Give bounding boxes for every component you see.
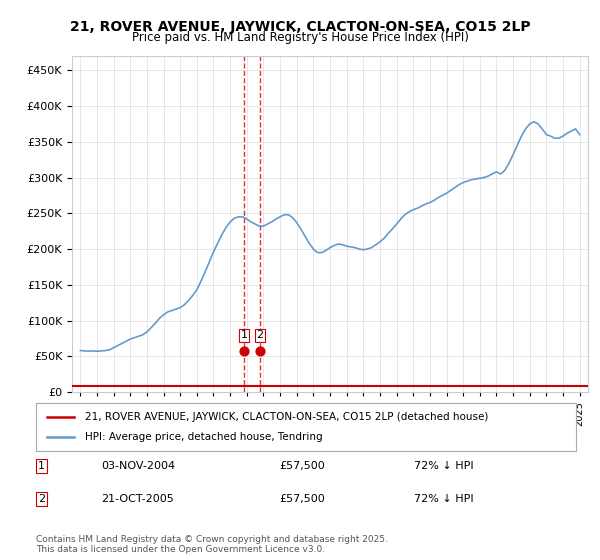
Text: 1: 1 <box>241 330 247 340</box>
Point <box>255 347 265 356</box>
Text: 1: 1 <box>38 461 45 471</box>
Text: HPI: Average price, detached house, Tendring: HPI: Average price, detached house, Tend… <box>85 432 322 442</box>
Text: 21, ROVER AVENUE, JAYWICK, CLACTON-ON-SEA, CO15 2LP: 21, ROVER AVENUE, JAYWICK, CLACTON-ON-SE… <box>70 20 530 34</box>
Text: Contains HM Land Registry data © Crown copyright and database right 2025.
This d: Contains HM Land Registry data © Crown c… <box>36 535 388 554</box>
FancyBboxPatch shape <box>36 403 576 451</box>
Text: 72% ↓ HPI: 72% ↓ HPI <box>414 461 473 471</box>
Text: 2: 2 <box>38 494 45 504</box>
Text: £57,500: £57,500 <box>279 461 325 471</box>
Point <box>239 347 249 356</box>
Text: 21, ROVER AVENUE, JAYWICK, CLACTON-ON-SEA, CO15 2LP (detached house): 21, ROVER AVENUE, JAYWICK, CLACTON-ON-SE… <box>85 412 488 422</box>
Text: 21-OCT-2005: 21-OCT-2005 <box>101 494 173 504</box>
Text: 03-NOV-2004: 03-NOV-2004 <box>101 461 175 471</box>
Text: 2: 2 <box>257 330 263 340</box>
Text: £57,500: £57,500 <box>279 494 325 504</box>
Text: Price paid vs. HM Land Registry's House Price Index (HPI): Price paid vs. HM Land Registry's House … <box>131 31 469 44</box>
Text: 72% ↓ HPI: 72% ↓ HPI <box>414 494 473 504</box>
